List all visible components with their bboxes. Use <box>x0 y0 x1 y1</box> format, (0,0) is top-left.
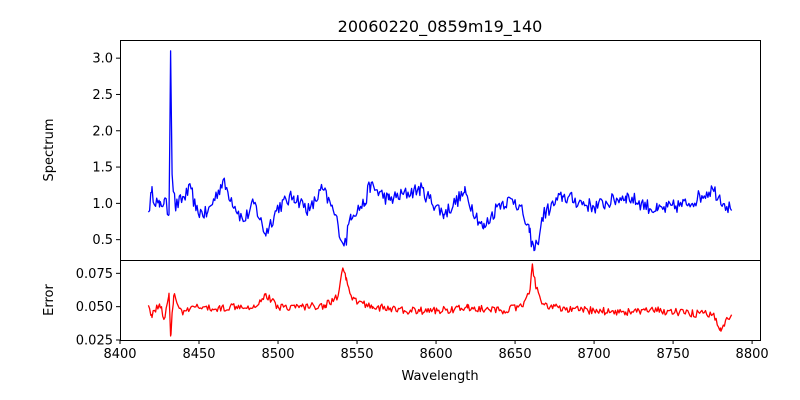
spectrum-y-tick-label: 2.5 <box>92 88 113 103</box>
x-tick-label: 8400 <box>103 347 136 362</box>
x-tick-label: 8500 <box>261 347 294 362</box>
spectrum-y-tick-label: 2.0 <box>92 124 113 139</box>
error-series-line <box>147 263 733 337</box>
x-tick-label: 8800 <box>736 347 769 362</box>
x-axis-label: Wavelength <box>401 369 478 384</box>
x-tick-label: 8600 <box>420 347 453 362</box>
spectrum-y-axis-label: Spectrum <box>42 119 57 182</box>
x-tick-label: 8700 <box>578 347 611 362</box>
error-y-tick-label: 0.075 <box>76 267 113 282</box>
spectrum-y-tick-label: 1.0 <box>92 197 113 212</box>
error-axes: 0.025 0.050 0.075 8400 8450 8500 8550 8600 8650 8… <box>42 260 769 384</box>
x-tick-label: 8550 <box>340 347 373 362</box>
x-tick-label: 8650 <box>499 347 532 362</box>
error-ticks: 0.025 0.050 0.075 8400 8450 8500 8550 8600 8650 8… <box>76 267 769 362</box>
spectrum-y-tick-label: 1.5 <box>92 161 113 176</box>
error-y-tick-label: 0.050 <box>76 300 113 315</box>
error-y-tick-label: 0.025 <box>76 334 113 349</box>
x-tick-label: 8450 <box>182 347 215 362</box>
chart-title: 20060220_0859m19_140 <box>338 17 543 37</box>
spectrum-y-ticks: 0.5 1.0 1.5 2.0 2.5 3.0 <box>92 52 120 248</box>
spectrum-y-tick-label: 3.0 <box>92 52 113 67</box>
spectrum-y-tick-label: 0.5 <box>92 233 113 248</box>
spectrum-series-line <box>147 50 733 252</box>
error-frame <box>120 260 761 341</box>
error-y-axis-label: Error <box>42 284 57 316</box>
x-tick-label: 8750 <box>657 347 690 362</box>
